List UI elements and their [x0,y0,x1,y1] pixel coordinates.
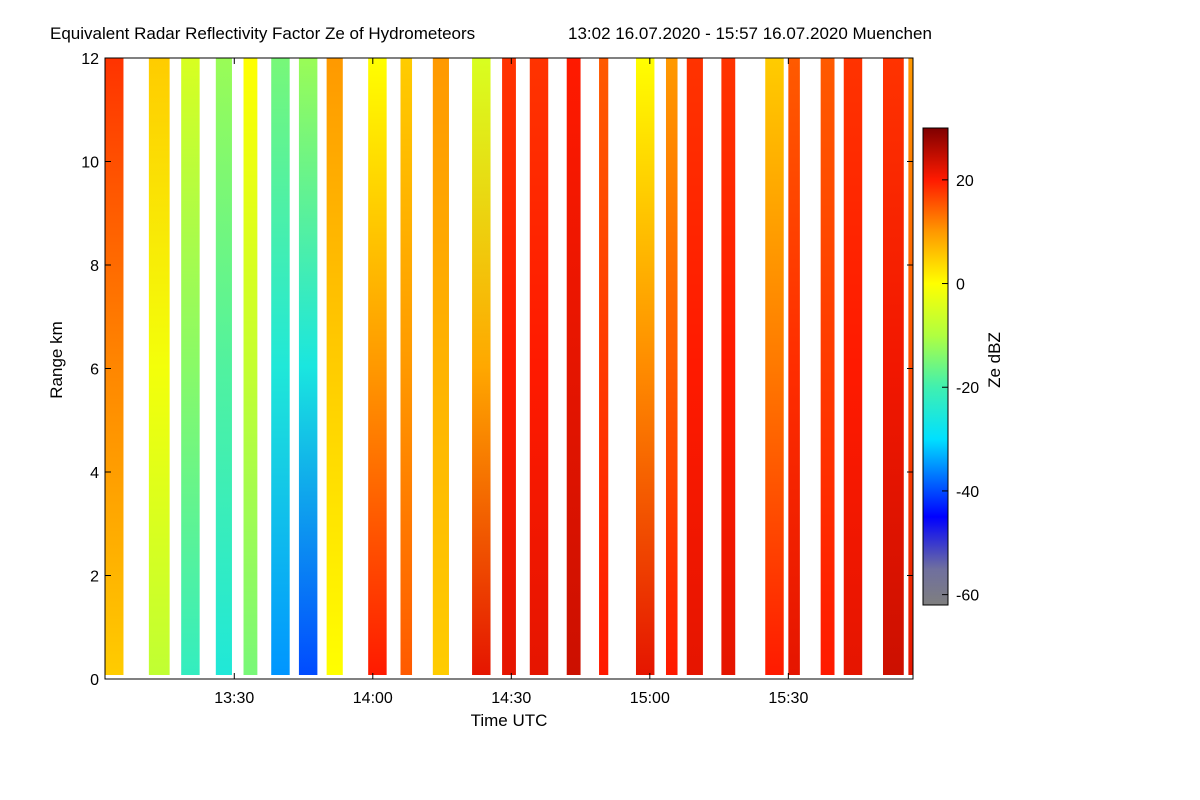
x-tick-label: 15:30 [768,690,808,707]
y-axis: 0 2 4 6 8 10 12 [81,51,913,689]
radar-segment [882,58,904,675]
radar-segment [908,58,913,675]
y-axis-label: Range km [47,321,66,398]
plot-area [104,57,914,680]
radar-segment [298,58,318,675]
colorbar-tick-label: -40 [956,484,979,501]
colorbar-tick-label: 0 [956,277,965,294]
radar-segment [665,58,678,675]
chart-title: Equivalent Radar Reflectivity Factor Ze … [50,24,475,43]
radar-segment [432,58,449,675]
colorbar-tick-label: 20 [956,173,974,190]
radar-segment [529,58,549,675]
y-tick-label: 6 [90,362,99,379]
x-tick-label: 14:30 [491,690,531,707]
radar-segment [105,58,124,675]
radar-segment [148,58,170,675]
y-tick-label: 4 [90,465,99,482]
colorbar-label: Ze dBZ [985,332,1004,388]
y-tick-label: 12 [81,51,99,68]
x-axis: 13:30 14:00 14:30 15:00 15:30 [214,58,808,707]
y-tick-label: 10 [81,155,99,172]
colorbar-tick-label: -60 [956,588,979,605]
chart-subtitle: 13:02 16.07.2020 - 15:57 16.07.2020 Muen… [568,24,932,43]
radar-segment [788,58,800,675]
y-tick-label: 0 [90,672,99,689]
colorbar: 20 0 -20 -40 -60 [922,127,979,606]
colorbar-gradient [922,127,949,606]
x-tick-label: 13:30 [214,690,254,707]
radar-segment [271,58,290,675]
radar-segment [243,58,258,675]
radar-segment [721,58,736,675]
x-axis-label: Time UTC [471,711,548,730]
y-tick-label: 2 [90,569,99,586]
radar-segment [326,58,343,675]
radar-segment [502,58,516,675]
radar-segment [843,58,863,675]
radar-segment [599,58,609,675]
colorbar-tick-label: -20 [956,380,979,397]
radar-segment [400,58,413,675]
radar-segment [181,58,200,675]
radar-segment [368,58,387,675]
x-tick-label: 14:00 [353,690,393,707]
radar-segment [765,58,784,675]
radar-segment [686,58,703,675]
radar-segment [472,58,491,675]
radar-segment [635,58,655,675]
x-tick-label: 15:00 [630,690,670,707]
radar-segment [820,58,835,675]
y-tick-label: 8 [90,258,99,275]
radar-segment [215,58,232,675]
radar-segment [566,58,581,675]
